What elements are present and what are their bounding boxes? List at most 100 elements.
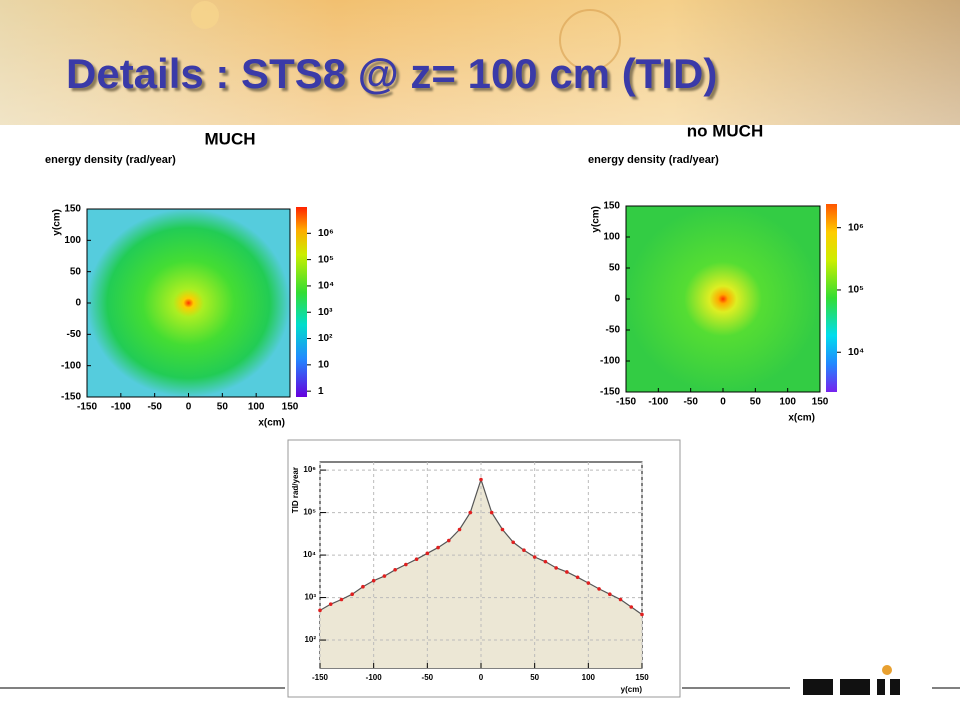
x-tick-label: 50 bbox=[530, 673, 539, 682]
color-bar bbox=[296, 207, 307, 397]
banner-ornament bbox=[559, 9, 621, 71]
x-axis-title: y(cm) bbox=[621, 685, 643, 694]
banner-ornament bbox=[191, 1, 219, 29]
x-tick-label: 100 bbox=[779, 397, 796, 408]
marker bbox=[447, 538, 451, 543]
marker bbox=[597, 587, 601, 591]
x-tick-label: -100 bbox=[111, 402, 131, 413]
y-tick-label: 10⁵ bbox=[303, 508, 316, 517]
y-tick-label: 10³ bbox=[304, 593, 316, 602]
color-bar-label: 10⁵ bbox=[318, 254, 334, 265]
marker bbox=[404, 562, 408, 567]
y-tick-label: -50 bbox=[67, 329, 82, 340]
x-tick-label: -100 bbox=[366, 673, 383, 682]
heatmap bbox=[626, 206, 820, 392]
marker bbox=[554, 566, 558, 570]
x-tick-label: -50 bbox=[683, 397, 698, 408]
x-tick-label: 0 bbox=[720, 397, 726, 408]
x-tick-label: -50 bbox=[422, 673, 434, 682]
x-tick-label: -150 bbox=[616, 397, 636, 408]
y-tick-label: -50 bbox=[606, 325, 621, 336]
marker bbox=[371, 578, 376, 583]
area bbox=[320, 479, 642, 668]
marker bbox=[608, 592, 612, 597]
x-tick-label: 50 bbox=[750, 397, 762, 408]
marker bbox=[565, 570, 569, 574]
marker bbox=[629, 605, 634, 609]
marker bbox=[586, 581, 591, 585]
color-bar-label: 10⁴ bbox=[318, 281, 334, 292]
y-axis-title: y(cm) bbox=[52, 209, 63, 236]
panel-label: MUCH bbox=[205, 129, 256, 148]
x-tick-label: 100 bbox=[582, 673, 596, 682]
x-tick-label: 150 bbox=[635, 673, 649, 682]
panel-heading: energy density (rad/year) bbox=[45, 154, 176, 166]
marker bbox=[543, 559, 548, 564]
gsi-logo bbox=[803, 665, 900, 695]
marker bbox=[640, 612, 644, 617]
x-tick-label: 150 bbox=[282, 402, 299, 413]
y-tick-label: 0 bbox=[75, 298, 81, 309]
marker bbox=[393, 568, 397, 572]
color-bar-label: 10³ bbox=[318, 307, 333, 318]
header-fade bbox=[0, 0, 960, 125]
marker bbox=[618, 597, 623, 602]
marker bbox=[489, 510, 494, 515]
x-tick-label: 0 bbox=[186, 402, 192, 413]
y-tick-label: 10² bbox=[304, 635, 316, 644]
marker bbox=[575, 575, 580, 580]
panel-heading: energy density (rad/year) bbox=[588, 154, 719, 166]
y-tick-label: 150 bbox=[603, 201, 620, 212]
y-tick-label: 100 bbox=[64, 235, 81, 246]
x-tick-label: 50 bbox=[217, 402, 229, 413]
y-axis-title: TID rad/year bbox=[291, 467, 300, 513]
x-tick-label: 150 bbox=[812, 397, 829, 408]
heatmap bbox=[87, 209, 290, 397]
y-tick-label: -150 bbox=[600, 387, 620, 398]
marker bbox=[414, 557, 419, 561]
x-tick-label: -50 bbox=[147, 402, 162, 413]
x-tick-label: 0 bbox=[479, 673, 484, 682]
marker bbox=[522, 548, 526, 553]
marker bbox=[361, 584, 365, 589]
y-tick-label: 10⁶ bbox=[303, 465, 316, 474]
marker bbox=[350, 592, 355, 597]
y-tick-label: 10⁴ bbox=[303, 550, 316, 559]
x-axis-title: x(cm) bbox=[788, 413, 815, 424]
y-tick-label: 100 bbox=[603, 232, 620, 243]
marker bbox=[328, 602, 333, 606]
marker bbox=[318, 608, 322, 613]
marker bbox=[479, 477, 483, 482]
color-bar-label: 10⁶ bbox=[318, 228, 334, 239]
slide-title: Details : STS8 @ z= 100 cm (TID) bbox=[66, 50, 718, 97]
y-tick-label: 50 bbox=[70, 266, 82, 277]
marker bbox=[511, 540, 515, 545]
marker bbox=[382, 574, 387, 578]
marker bbox=[457, 527, 462, 532]
color-bar-label: 1 bbox=[318, 386, 324, 397]
x-tick-label: 100 bbox=[248, 402, 265, 413]
color-bar-label: 10 bbox=[318, 359, 330, 370]
color-bar-label: 10⁴ bbox=[848, 347, 864, 358]
y-tick-label: 0 bbox=[614, 294, 620, 305]
color-bar-label: 10⁶ bbox=[848, 222, 864, 233]
color-bar-label: 10⁵ bbox=[848, 285, 864, 296]
y-tick-label: 50 bbox=[609, 263, 621, 274]
x-tick-label: -100 bbox=[648, 397, 668, 408]
y-tick-label: -100 bbox=[61, 360, 81, 371]
panel-label: no MUCH bbox=[687, 121, 763, 140]
y-tick-label: -150 bbox=[61, 392, 81, 403]
marker bbox=[436, 545, 440, 550]
x-axis-title: x(cm) bbox=[258, 418, 285, 429]
marker bbox=[468, 510, 473, 515]
marker bbox=[532, 555, 537, 559]
y-tick-label: -100 bbox=[600, 356, 620, 367]
x-tick-label: -150 bbox=[312, 673, 329, 682]
y-axis-title: y(cm) bbox=[591, 206, 602, 233]
x-tick-label: -150 bbox=[77, 402, 97, 413]
marker bbox=[425, 551, 430, 556]
color-bar bbox=[826, 204, 837, 392]
marker bbox=[500, 527, 505, 532]
